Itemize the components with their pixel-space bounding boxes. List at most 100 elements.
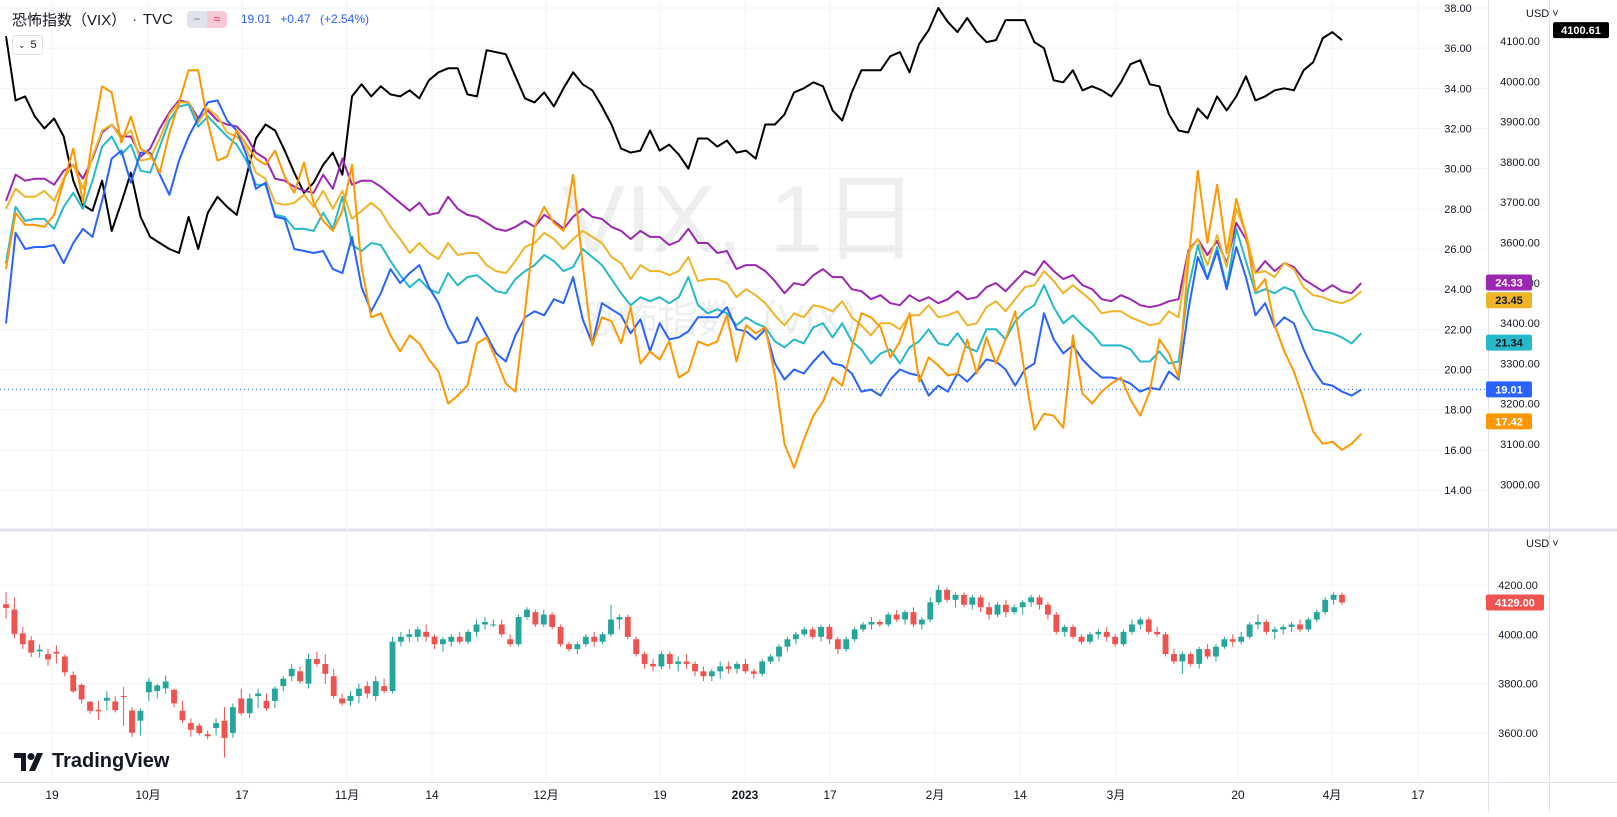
candle-body[interactable] [885, 614, 892, 625]
candle-body[interactable] [935, 589, 942, 603]
candle-body[interactable] [540, 614, 547, 625]
candle-body[interactable] [574, 644, 581, 650]
candle-body[interactable] [154, 685, 161, 692]
candle-body[interactable] [717, 666, 724, 672]
candle-body[interactable] [1297, 624, 1303, 630]
candle-body[interactable] [977, 597, 984, 608]
candle-body[interactable] [187, 723, 194, 730]
candle-body[interactable] [1322, 599, 1329, 613]
candle-body[interactable] [1053, 614, 1060, 632]
candle-body[interactable] [851, 629, 858, 640]
candle-body[interactable] [1061, 626, 1068, 632]
candle-body[interactable] [700, 671, 707, 677]
candle-body[interactable] [624, 617, 631, 637]
candle-body[interactable] [1011, 607, 1018, 613]
candle-body[interactable] [271, 688, 278, 701]
candle-body[interactable] [1112, 636, 1119, 645]
candle-body[interactable] [1246, 624, 1253, 637]
candle-body[interactable] [3, 604, 9, 608]
candle-body[interactable] [389, 641, 396, 692]
candle-body[interactable] [280, 678, 287, 687]
candle-body[interactable] [1078, 636, 1085, 642]
candle-body[interactable] [406, 634, 413, 637]
candle-body[interactable] [1019, 602, 1026, 608]
candle-body[interactable] [1162, 634, 1169, 655]
candle-body[interactable] [456, 636, 463, 642]
candle-body[interactable] [297, 671, 304, 682]
candle-body[interactable] [498, 624, 505, 635]
candle-body[interactable] [616, 617, 623, 620]
candle-body[interactable] [204, 734, 211, 737]
candle-body[interactable] [53, 651, 60, 654]
candle-body[interactable] [524, 609, 530, 618]
candle-body[interactable] [431, 636, 438, 645]
candle-body[interactable] [809, 629, 816, 637]
candle-body[interactable] [28, 640, 35, 653]
candle-body[interactable] [1238, 636, 1245, 642]
candle-body[interactable] [960, 594, 967, 605]
candle-body[interactable] [910, 612, 917, 625]
candle-body[interactable] [229, 707, 236, 733]
candle-body[interactable] [36, 649, 43, 652]
tradingview-logo[interactable]: TradingView [14, 750, 169, 773]
candle-body[interactable] [893, 614, 900, 620]
candle-body[interactable] [70, 675, 77, 692]
candle-body[interactable] [986, 607, 993, 615]
hide-button[interactable]: − [186, 10, 207, 28]
candle-body[interactable] [78, 684, 85, 700]
candle-body[interactable] [776, 646, 782, 657]
candle-body[interactable] [347, 696, 354, 701]
candle-body[interactable] [1129, 624, 1135, 632]
candle-body[interactable] [1087, 634, 1093, 642]
candle-body[interactable] [423, 631, 430, 637]
candle-body[interactable] [557, 626, 564, 645]
candle-body[interactable] [708, 671, 715, 677]
candle-body[interactable] [1305, 619, 1312, 630]
candle-body[interactable] [162, 681, 169, 689]
candle-body[interactable] [784, 639, 791, 647]
candle-body[interactable] [87, 701, 93, 711]
candle-body[interactable] [364, 686, 371, 694]
candle-body[interactable] [255, 693, 261, 696]
candle-body[interactable] [675, 661, 682, 664]
candle-body[interactable] [448, 636, 455, 642]
candle-body[interactable] [1330, 594, 1337, 600]
series-line[interactable] [5, 99, 1362, 397]
candle-body[interactable] [918, 619, 925, 625]
candle-body[interactable] [322, 663, 329, 674]
candle-body[interactable] [944, 589, 951, 600]
candle-body[interactable] [145, 681, 152, 693]
candle-body[interactable] [179, 710, 186, 721]
candle-body[interactable] [834, 639, 841, 650]
candle-body[interactable] [1036, 597, 1043, 605]
candle-body[interactable] [608, 619, 614, 635]
candle-body[interactable] [1044, 604, 1051, 615]
candle-body[interactable] [1280, 626, 1287, 630]
candle-body[interactable] [1255, 622, 1261, 625]
candle-body[interactable] [263, 700, 270, 709]
candle-body[interactable] [112, 701, 119, 711]
candle-body[interactable] [1196, 649, 1203, 664]
candle-body[interactable] [1288, 624, 1295, 627]
candle-body[interactable] [801, 629, 808, 635]
candle-body[interactable] [860, 624, 866, 630]
series-line[interactable] [5, 101, 1362, 337]
candle-body[interactable] [1070, 626, 1077, 637]
candle-body[interactable] [599, 634, 606, 642]
candle-body[interactable] [196, 725, 203, 733]
candle-body[interactable] [1171, 654, 1177, 662]
candle-body[interactable] [1263, 622, 1270, 632]
candle-body[interactable] [465, 631, 472, 642]
candle-body[interactable] [137, 710, 144, 721]
candle-body[interactable] [381, 686, 388, 692]
candle-body[interactable] [582, 636, 589, 645]
candle-body[interactable] [213, 723, 219, 729]
candle-body[interactable] [549, 614, 556, 627]
candle-body[interactable] [1229, 639, 1236, 642]
candle-body[interactable] [969, 597, 976, 605]
candle-body[interactable] [238, 698, 245, 714]
candle-body[interactable] [1271, 629, 1278, 632]
currency-selector-top[interactable]: USD ˅ [1526, 8, 1559, 20]
series-line[interactable] [5, 69, 1362, 469]
candle-body[interactable] [330, 676, 337, 696]
